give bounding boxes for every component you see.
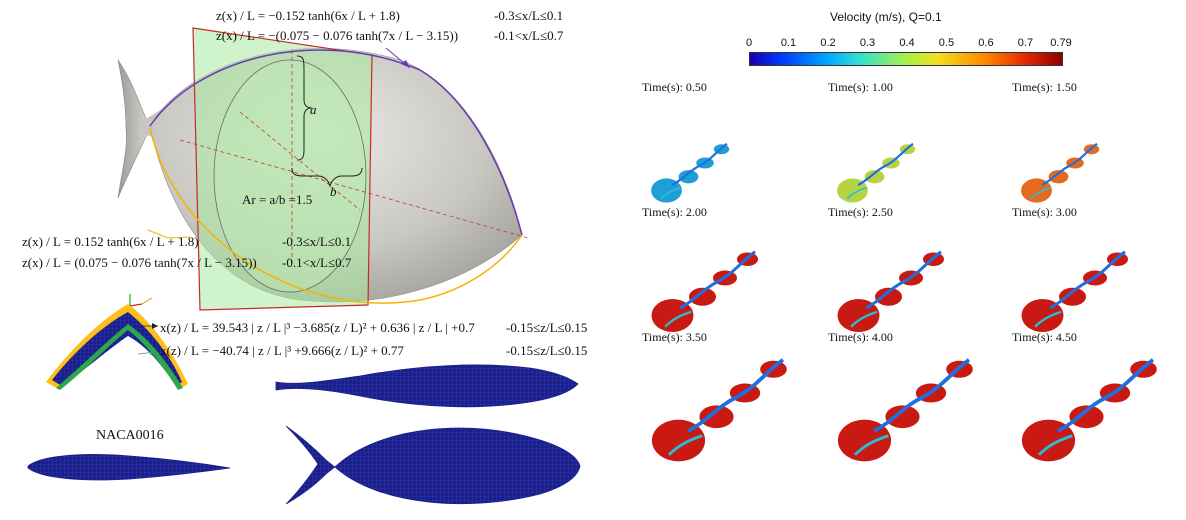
bottom-equation-1: z(x) / L = 0.152 tanh(6x / L + 1.8) — [22, 234, 199, 249]
colorbar-tick-label: 0.2 — [820, 37, 836, 49]
vortex-structure — [850, 310, 878, 328]
naca-label: NACA0016 — [96, 428, 164, 443]
label-a: a — [310, 102, 317, 117]
brace-a — [296, 55, 313, 161]
vortex-structure — [1034, 310, 1062, 328]
tail-equation-1-range: -0.15≤z/L≤0.15 — [506, 320, 588, 335]
tail-equation-2: x(z) / L = −40.74 | z / L |³ +9.666(z / … — [160, 343, 404, 358]
vortex-structure — [1030, 186, 1051, 200]
top-equation-2: z(x) / L = −(0.075 − 0.076 tanh(7x / L −… — [216, 28, 459, 43]
vortex-structure — [1059, 287, 1086, 306]
tail-equation-2-range: -0.15≤z/L≤0.15 — [506, 343, 588, 358]
vortex-structure — [1037, 434, 1073, 456]
vortex-structure — [689, 287, 716, 306]
top-equation-1: z(x) / L = −0.152 tanh(6x / L + 1.8) — [216, 8, 400, 23]
label-b: b — [330, 184, 337, 199]
snapshot-time-label: Time(s): 0.50 — [642, 80, 707, 94]
vortex-snapshot — [651, 142, 730, 203]
snapshot-time-label: Time(s): 4.50 — [1012, 330, 1077, 344]
vortex-structure — [664, 310, 692, 328]
vortex-structure — [864, 170, 885, 184]
brace-b — [291, 167, 363, 188]
snapshot-time-label: Time(s): 2.00 — [642, 205, 707, 219]
fish-mesh-top-view — [285, 425, 581, 505]
naca-airfoil-mesh — [27, 454, 231, 481]
caudal-fin-3d — [117, 59, 151, 199]
colorbar-title: Velocity (m/s), Q=0.1 — [830, 10, 942, 24]
vortex-structure — [678, 170, 699, 184]
dorsal-profile-curve — [149, 49, 523, 236]
vortex-structure — [857, 142, 914, 186]
snapshot-time-label: Time(s): 3.00 — [1012, 205, 1077, 219]
colorbar-tick-label: 0.6 — [978, 37, 994, 49]
vortex-structure — [1048, 170, 1069, 184]
bottom-equation-2: z(x) / L = (0.075 − 0.076 tanh(7x / L − … — [22, 255, 257, 270]
snapshot-time-label: Time(s): 3.50 — [642, 330, 707, 344]
colorbar-tick-label: 0.7 — [1017, 37, 1034, 49]
ventral-profile-curve — [149, 127, 523, 304]
vortex-snapshot — [837, 250, 944, 332]
vortex-structure — [1041, 142, 1098, 186]
vortex-snapshot — [651, 250, 758, 332]
vortex-snapshot — [837, 358, 973, 462]
aspect-ratio-label: Ar = a/b =1.5 — [242, 192, 313, 207]
x-axis-line — [179, 139, 529, 239]
colorbar-tick-label: 0.79 — [1050, 37, 1072, 49]
vortex-structure — [667, 434, 703, 456]
leader-ventral — [167, 236, 191, 239]
bottom-equation-1-range: -0.3≤x/L≤0.1 — [282, 234, 352, 249]
vortex-structure — [671, 142, 728, 186]
vortex-snapshot — [1021, 250, 1128, 332]
vortex-snapshot — [1021, 142, 1100, 203]
colorbar-tick-label: 0.1 — [780, 37, 797, 49]
vortex-structure — [865, 250, 942, 310]
tail-equation-1: x(z) / L = 39.543 | z / L |³ −3.685(z / … — [160, 320, 475, 335]
fish-geometry-diagram — [27, 27, 581, 505]
fish-mesh-side-view — [275, 364, 579, 408]
colorbar — [749, 52, 1063, 66]
vortex-structure — [679, 250, 756, 310]
vortex-structure — [846, 186, 867, 200]
snapshot-time-label: Time(s): 1.50 — [1012, 80, 1077, 94]
vortex-snapshot — [651, 358, 787, 462]
colorbar-tick-label: 0.3 — [859, 37, 876, 49]
vortex-structure — [699, 405, 734, 429]
vortex-structure — [1069, 405, 1104, 429]
y-axis-line — [239, 111, 361, 211]
vortex-snapshot — [1021, 358, 1157, 462]
vortex-structure — [885, 405, 920, 429]
snapshot-time-label: Time(s): 2.50 — [828, 205, 893, 219]
vortex-structure — [875, 287, 902, 306]
snapshot-time-label: Time(s): 4.00 — [828, 330, 893, 344]
top-equation-1-range: -0.3≤x/L≤0.1 — [494, 8, 564, 23]
colorbar-tick-label: 0 — [745, 37, 753, 49]
top-equation-2-range: -0.1<x/L≤0.7 — [494, 28, 564, 43]
vortex-structure — [873, 358, 971, 433]
vortex-structure — [1057, 358, 1155, 433]
colorbar-tick-label: 0.5 — [938, 37, 955, 49]
snapshot-time-label: Time(s): 1.00 — [828, 80, 893, 94]
vortex-structure — [1049, 250, 1126, 310]
elliptical-section — [213, 59, 367, 293]
vortex-structure — [660, 186, 681, 200]
vortex-snapshot — [837, 142, 916, 203]
vortex-structure — [687, 358, 785, 433]
vortex-structure — [853, 434, 889, 456]
bottom-equation-2-range: -0.1<x/L≤0.7 — [282, 255, 352, 270]
colorbar-tick-label: 0.4 — [899, 37, 915, 49]
